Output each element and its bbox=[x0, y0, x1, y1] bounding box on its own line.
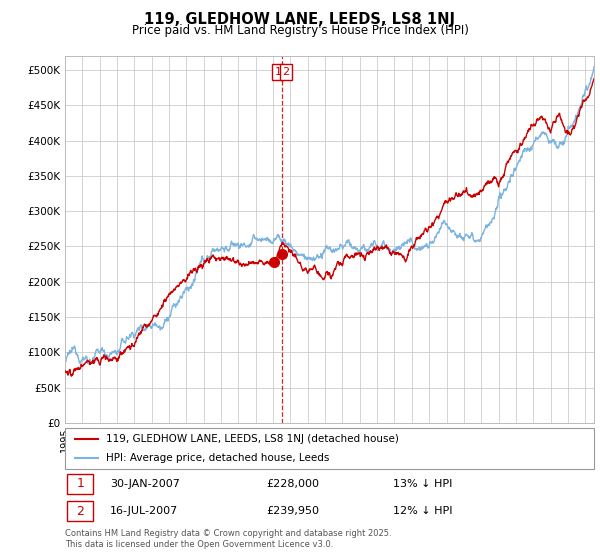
Text: HPI: Average price, detached house, Leeds: HPI: Average price, detached house, Leed… bbox=[106, 453, 329, 463]
Text: 13% ↓ HPI: 13% ↓ HPI bbox=[393, 479, 452, 489]
Bar bbox=[67, 474, 93, 494]
Text: £239,950: £239,950 bbox=[266, 506, 319, 516]
Text: 16-JUL-2007: 16-JUL-2007 bbox=[110, 506, 178, 516]
Text: 30-JAN-2007: 30-JAN-2007 bbox=[110, 479, 179, 489]
Text: 119, GLEDHOW LANE, LEEDS, LS8 1NJ (detached house): 119, GLEDHOW LANE, LEEDS, LS8 1NJ (detac… bbox=[106, 435, 399, 444]
Bar bbox=[67, 501, 93, 521]
Text: 1: 1 bbox=[275, 67, 282, 77]
Text: Contains HM Land Registry data © Crown copyright and database right 2025.
This d: Contains HM Land Registry data © Crown c… bbox=[65, 529, 391, 549]
Text: 2: 2 bbox=[76, 505, 84, 518]
Text: 12% ↓ HPI: 12% ↓ HPI bbox=[393, 506, 452, 516]
Text: 119, GLEDHOW LANE, LEEDS, LS8 1NJ: 119, GLEDHOW LANE, LEEDS, LS8 1NJ bbox=[145, 12, 455, 27]
Text: £228,000: £228,000 bbox=[266, 479, 319, 489]
Text: 1: 1 bbox=[76, 477, 84, 491]
Text: 2: 2 bbox=[283, 67, 290, 77]
Text: Price paid vs. HM Land Registry's House Price Index (HPI): Price paid vs. HM Land Registry's House … bbox=[131, 24, 469, 36]
